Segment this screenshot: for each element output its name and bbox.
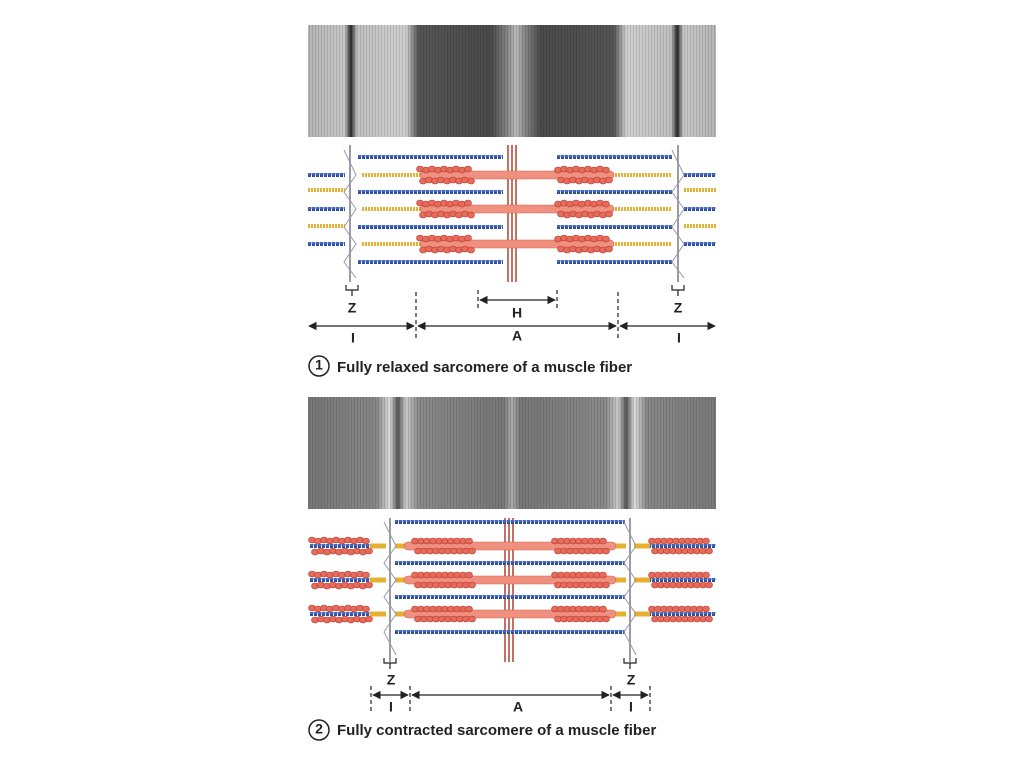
caption: Fully contracted sarcomere of a muscle f… xyxy=(337,722,656,739)
myosin-head xyxy=(365,581,373,589)
myosin-head xyxy=(464,165,472,173)
myosin-head xyxy=(465,537,473,545)
label: I xyxy=(629,699,633,715)
thick-filament xyxy=(419,204,615,214)
myosin-head xyxy=(602,200,610,208)
label: A xyxy=(512,328,522,344)
z-disc-links xyxy=(623,521,637,656)
micrograph-texture xyxy=(308,397,716,509)
label: I xyxy=(351,330,355,346)
myosin-head xyxy=(705,547,713,555)
z-disc-links xyxy=(671,149,685,279)
label: H xyxy=(512,305,522,321)
myosin-head xyxy=(705,615,713,623)
z-bracket xyxy=(345,285,685,296)
myosin-head xyxy=(705,581,713,589)
myosin-head xyxy=(602,581,610,589)
myosin-head xyxy=(464,199,472,207)
label: Z xyxy=(387,672,396,688)
z-disc-links xyxy=(383,521,397,656)
micrograph-texture xyxy=(308,25,716,137)
panel-number: 2 xyxy=(315,721,323,737)
label: Z xyxy=(627,672,636,688)
myosin-head xyxy=(605,210,613,218)
panel-number: 1 xyxy=(315,357,323,373)
number-circle xyxy=(308,355,330,377)
label: I xyxy=(677,330,681,346)
number-circle xyxy=(308,719,330,741)
diagram-contracted xyxy=(308,518,716,662)
myosin-head xyxy=(365,615,373,623)
myosin-head xyxy=(602,547,610,555)
myosin-head xyxy=(602,615,610,623)
myosin-head xyxy=(599,537,607,545)
myosin-head xyxy=(468,581,476,589)
myosin-head xyxy=(605,176,613,184)
myosin-head xyxy=(702,571,710,579)
caption: Fully relaxed sarcomere of a muscle fibe… xyxy=(337,359,632,376)
myosin-head xyxy=(465,571,473,579)
thick-filament xyxy=(419,239,615,249)
myosin-head xyxy=(467,211,475,219)
myosin-head xyxy=(602,166,610,174)
myosin-head xyxy=(702,537,710,545)
myosin-head xyxy=(467,246,475,254)
myosin-head xyxy=(464,234,472,242)
myosin-head xyxy=(605,245,613,253)
myosin-head xyxy=(365,547,373,555)
myosin-head xyxy=(599,605,607,613)
myosin-head xyxy=(465,605,473,613)
label: Z xyxy=(674,300,683,316)
myosin-head xyxy=(362,571,370,579)
dimension-lines xyxy=(308,285,716,712)
myosin-head xyxy=(602,235,610,243)
label: Z xyxy=(348,300,357,316)
myosin-head xyxy=(362,605,370,613)
label: A xyxy=(513,699,523,715)
diagram-relaxed xyxy=(308,145,716,282)
myosin-head xyxy=(467,177,475,185)
z-bracket xyxy=(383,658,637,669)
myosin-head xyxy=(599,571,607,579)
myosin-head xyxy=(702,605,710,613)
myosin-head xyxy=(468,615,476,623)
myosin-head xyxy=(362,537,370,545)
thick-filament xyxy=(419,170,615,180)
label: I xyxy=(389,699,393,715)
myosin-head xyxy=(468,547,476,555)
z-disc-links xyxy=(343,149,357,279)
